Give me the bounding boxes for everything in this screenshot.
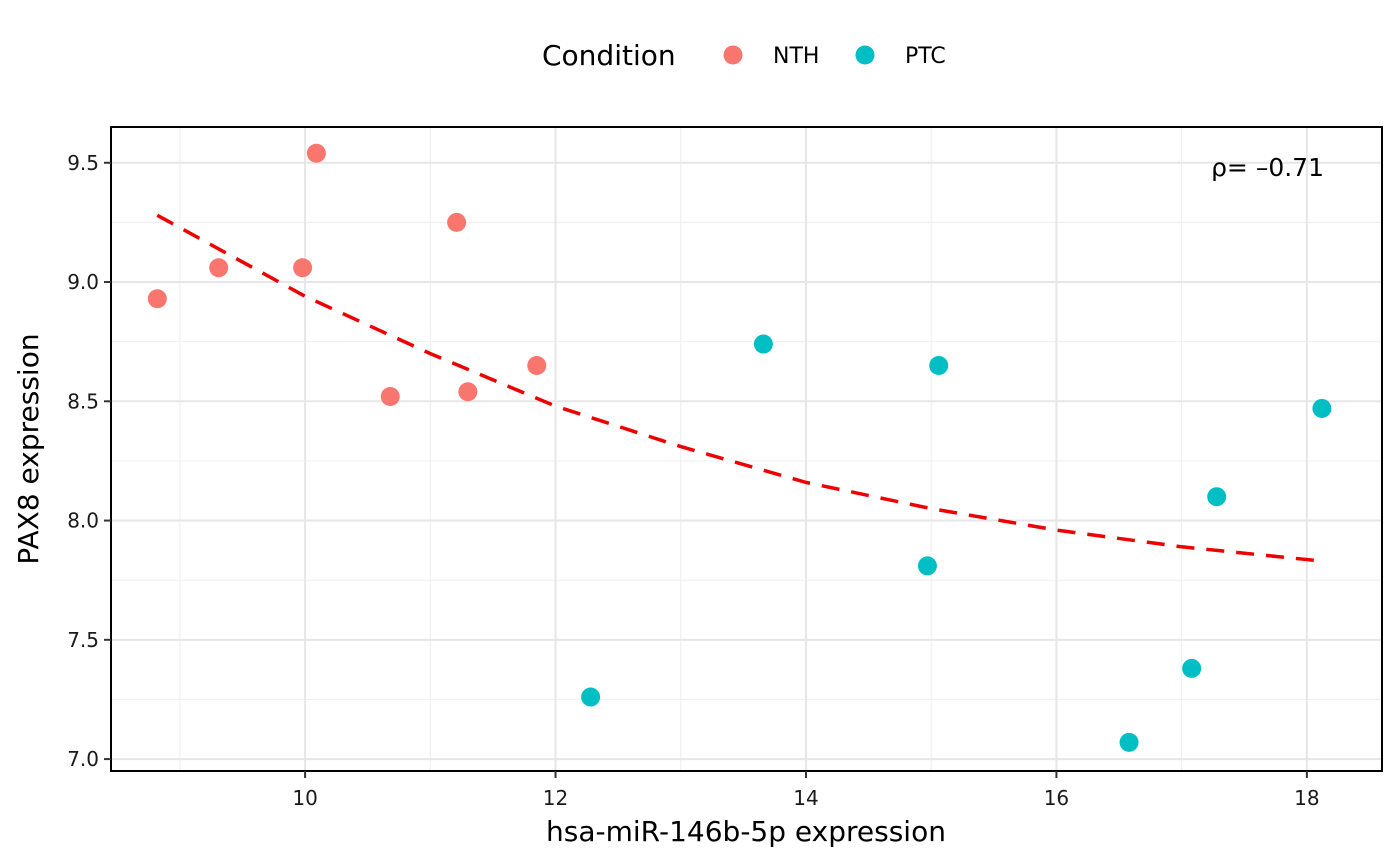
correlation-annotation: ρ= –0.71 xyxy=(1211,153,1324,182)
data-point-ptc xyxy=(753,334,773,354)
y-tick-label: 7.5 xyxy=(67,628,99,652)
x-tick-label: 10 xyxy=(292,786,317,810)
data-point-nth xyxy=(306,143,326,163)
data-point-ptc xyxy=(1182,658,1202,678)
major-gridlines xyxy=(111,127,1382,771)
data-point-nth xyxy=(527,356,547,376)
data-point-ptc xyxy=(1119,732,1139,752)
x-tick-label: 14 xyxy=(793,786,818,810)
trend-line xyxy=(156,213,1323,563)
data-points xyxy=(147,143,1332,752)
trend-line-group xyxy=(156,213,1323,563)
y-axis-title: PAX8 expression xyxy=(12,333,45,564)
data-point-nth xyxy=(447,212,467,232)
y-tick-label: 7.0 xyxy=(67,747,99,771)
legend: Condition NTH PTC xyxy=(542,39,946,72)
y-axis-ticks: 7.0 7.5 8.0 8.5 9.0 9.5 xyxy=(67,151,111,771)
legend-label-nth: NTH xyxy=(773,44,819,69)
x-tick-label: 16 xyxy=(1044,786,1069,810)
legend-key-ptc xyxy=(855,45,875,65)
data-point-nth xyxy=(458,382,478,402)
x-axis-title: hsa-miR-146b-5p expression xyxy=(546,815,946,848)
data-point-ptc xyxy=(1207,487,1227,507)
data-point-ptc xyxy=(917,556,937,576)
x-tick-label: 18 xyxy=(1294,786,1319,810)
x-axis-ticks: 10 12 14 16 18 xyxy=(292,771,1320,810)
y-tick-label: 9.0 xyxy=(67,270,99,294)
data-point-ptc xyxy=(929,356,949,376)
plot-background xyxy=(111,127,1382,771)
y-tick-label: 8.5 xyxy=(67,389,99,413)
data-point-ptc xyxy=(1312,398,1332,418)
data-point-ptc xyxy=(581,687,601,707)
minor-gridlines xyxy=(111,127,1382,771)
x-tick-label: 12 xyxy=(543,786,568,810)
data-point-nth xyxy=(293,258,313,278)
y-tick-label: 9.5 xyxy=(67,151,99,175)
legend-title: Condition xyxy=(542,39,676,72)
y-tick-label: 8.0 xyxy=(67,509,99,533)
data-point-nth xyxy=(380,387,400,407)
legend-key-nth xyxy=(723,45,743,65)
legend-label-ptc: PTC xyxy=(905,44,946,69)
plot-border xyxy=(110,126,1383,772)
data-point-nth xyxy=(209,258,229,278)
data-point-nth xyxy=(147,289,167,309)
